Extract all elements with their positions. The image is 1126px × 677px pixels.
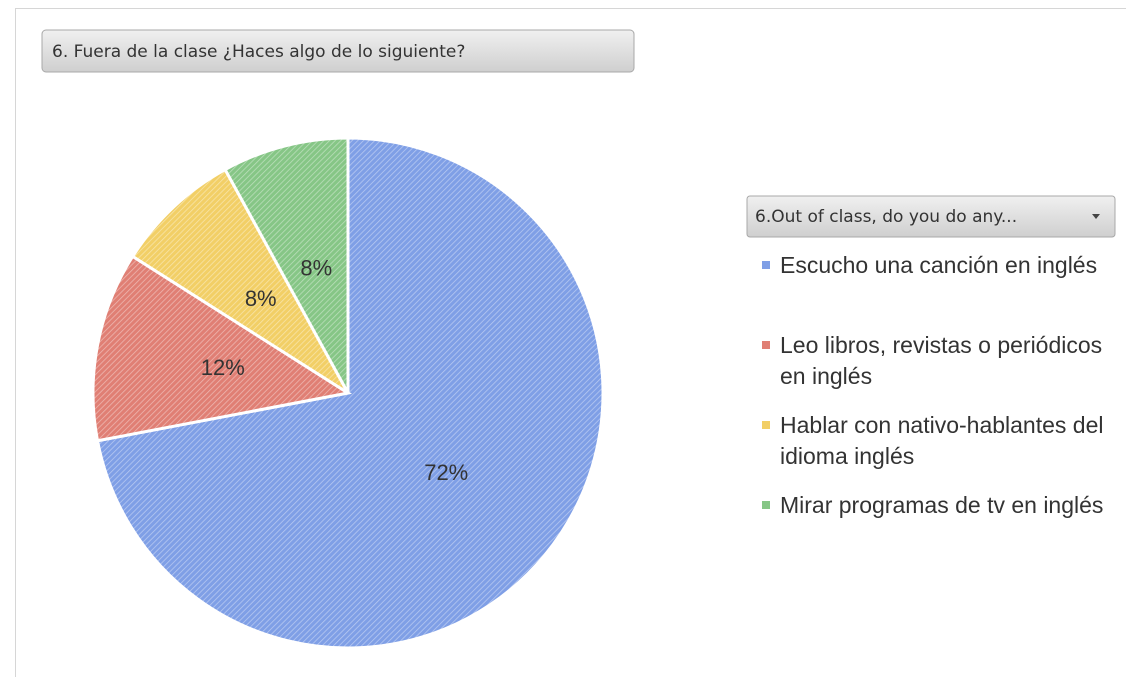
legend-swatch: [762, 341, 770, 349]
legend-label: Hablar con nativo-hablantes del idioma i…: [780, 412, 1104, 469]
chart-title: 6. Fuera de la clase ¿Haces algo de lo s…: [52, 42, 465, 62]
legend-swatch: [762, 501, 770, 509]
title-button[interactable]: [41, 29, 635, 73]
pie-slice: [91, 254, 353, 443]
data-label: 72%: [424, 460, 468, 485]
legend-label: Mirar programas de tv en inglés: [780, 492, 1104, 518]
legend-label: Escucho una canción en inglés: [780, 252, 1098, 278]
dropdown-arrow[interactable]: [1092, 214, 1100, 219]
legend-field-button[interactable]: [746, 195, 1116, 238]
legend-swatch: [762, 261, 770, 269]
legend-label: Leo libros, revistas o periódicos en ing…: [780, 332, 1103, 389]
pie-slice: [130, 167, 350, 395]
legend-swatch: [762, 421, 770, 429]
data-label: 12%: [201, 355, 245, 380]
data-label: 8%: [300, 255, 332, 280]
data-label: 8%: [245, 286, 277, 311]
legend-title: 6.Out of class, do you do any...: [755, 207, 1017, 227]
pie-slice: [223, 136, 350, 394]
